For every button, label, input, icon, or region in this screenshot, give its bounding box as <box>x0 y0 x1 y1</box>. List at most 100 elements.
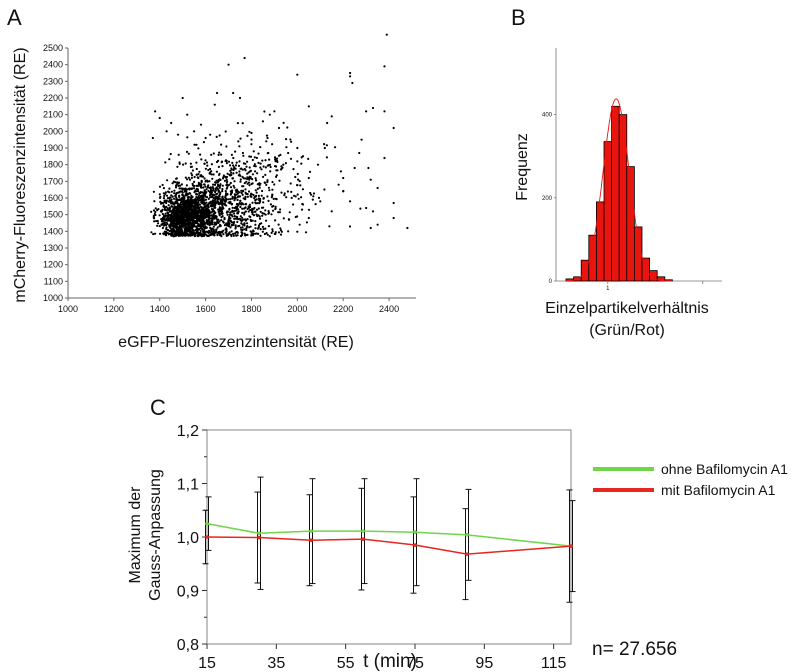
scatter-point <box>212 152 215 155</box>
scatter-point <box>209 167 212 171</box>
scatter-point <box>152 190 155 193</box>
scatter-point <box>292 203 295 206</box>
scatter-point <box>248 215 251 218</box>
scatter-point <box>280 191 283 194</box>
scatter-point <box>176 213 179 216</box>
scatter-point <box>184 218 187 221</box>
scatter-point <box>251 178 254 181</box>
scatter-y-tick-label: 1000 <box>43 293 63 303</box>
scatter-point <box>234 167 237 170</box>
scatter-point <box>214 211 217 214</box>
scatter-point <box>215 228 218 231</box>
scatter-point <box>250 233 253 236</box>
scatter-point <box>286 126 289 129</box>
scatter-point <box>216 219 219 222</box>
scatter-point <box>255 232 258 235</box>
scatter-point <box>185 230 188 233</box>
scatter-point <box>170 190 173 193</box>
series-point <box>257 531 261 536</box>
scatter-point <box>185 222 188 225</box>
scatter-point <box>235 171 238 174</box>
scatter-point <box>250 143 253 146</box>
scatter-point <box>267 186 270 189</box>
scatter-point <box>277 154 281 157</box>
scatter-point <box>196 227 199 230</box>
scatter-point <box>212 173 215 176</box>
scatter-point <box>168 209 172 212</box>
scatter-point <box>307 216 310 220</box>
scatter-point <box>186 196 189 199</box>
scatter-point <box>258 222 262 225</box>
scatter-point <box>233 210 236 213</box>
scatter-y-tick-label: 2100 <box>43 110 63 120</box>
panel-a-letter: A <box>7 5 22 30</box>
histogram-gauss-fit-curve <box>566 98 673 282</box>
scatter-point <box>278 179 281 182</box>
scatter-point <box>172 211 175 214</box>
scatter-point <box>231 206 234 209</box>
scatter-y-tick-label: 1800 <box>43 160 63 170</box>
histogram-y-axis-label: Frequenz <box>514 133 531 201</box>
scatter-point <box>200 227 203 230</box>
scatter-point <box>264 213 267 216</box>
scatter-point <box>265 219 268 222</box>
scatter-point <box>261 225 264 228</box>
scatter-point <box>174 234 177 237</box>
scatter-point <box>231 161 234 164</box>
scatter-point <box>212 233 215 236</box>
scatter-point <box>239 218 242 222</box>
scatter-point <box>231 177 234 180</box>
scatter-point <box>316 163 320 166</box>
scatter-point <box>207 184 210 187</box>
scatter-point <box>161 226 164 230</box>
scatter-point <box>307 105 310 108</box>
scatter-point <box>287 151 290 155</box>
scatter-point <box>224 196 227 199</box>
scatter-point <box>232 184 235 187</box>
scatter-point <box>226 186 229 189</box>
scatter-point <box>225 192 228 195</box>
scatter-point <box>385 33 388 36</box>
scatter-point <box>160 223 163 226</box>
scatter-point <box>246 160 249 163</box>
line-y-tick-label: 1,1 <box>177 477 199 494</box>
scatter-y-tick-label: 2200 <box>43 93 63 103</box>
scatter-point <box>194 228 197 232</box>
scatter-point <box>229 198 232 201</box>
scatter-point <box>186 232 189 235</box>
scatter-point <box>169 225 172 228</box>
scatter-point <box>259 166 262 169</box>
scatter-point <box>254 170 257 173</box>
scatter-point <box>231 195 234 198</box>
scatter-point <box>218 220 221 223</box>
scatter-point <box>192 187 196 190</box>
scatter-point <box>240 222 243 225</box>
scatter-point <box>190 165 193 168</box>
scatter-point <box>221 231 224 234</box>
scatter-point <box>219 223 222 226</box>
scatter-point <box>209 187 212 191</box>
scatter-point <box>392 201 395 205</box>
scatter-point <box>169 199 172 203</box>
scatter-point <box>273 165 277 168</box>
scatter-point <box>245 227 248 230</box>
scatter-point <box>209 196 212 199</box>
scatter-point <box>209 233 212 237</box>
scatter-point <box>218 134 221 137</box>
scatter-point <box>201 230 205 233</box>
scatter-point <box>171 219 174 222</box>
scatter-x-tick-label: 2400 <box>379 304 399 314</box>
scatter-point <box>200 183 203 186</box>
scatter-point <box>194 211 197 214</box>
scatter-point <box>208 216 211 219</box>
scatter-point <box>262 201 265 204</box>
scatter-point <box>241 151 244 155</box>
scatter-point <box>194 201 197 204</box>
scatter-point <box>193 224 196 227</box>
line-x-tick-label: 35 <box>267 655 285 672</box>
scatter-point <box>191 229 194 232</box>
scatter-point <box>237 195 240 198</box>
scatter-point <box>176 133 180 136</box>
scatter-point <box>200 175 203 178</box>
scatter-point <box>242 154 245 157</box>
